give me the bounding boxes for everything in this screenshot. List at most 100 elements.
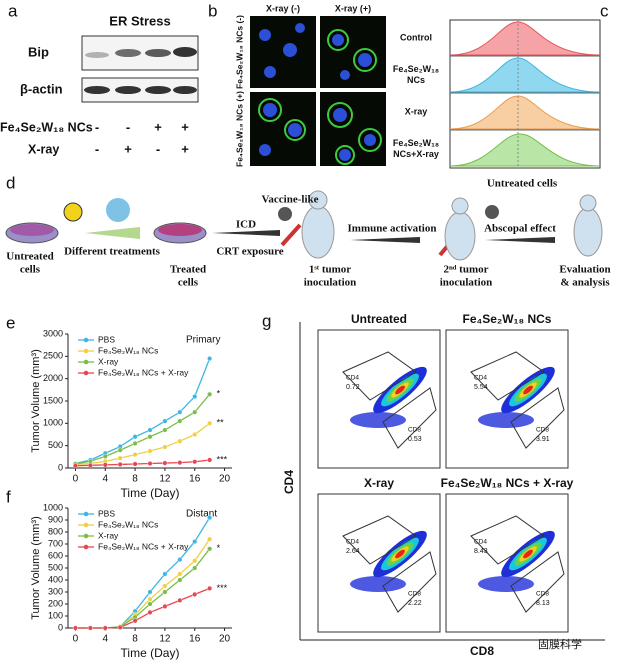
point: [132, 461, 138, 467]
legend-marker: [83, 337, 89, 343]
row-label: Fe₄Se₂W₁₈ NCs (+): [234, 91, 244, 167]
y-axis-label: Tumor Volume (mm³): [30, 349, 42, 453]
schematic-label: Vaccine-like: [261, 194, 318, 206]
row-label: Fe₄Se₂W₁₈ NCs (-): [234, 15, 244, 89]
y-tick-label: 800: [48, 526, 63, 536]
density: [478, 576, 534, 592]
x-tick-label: 20: [219, 634, 231, 645]
y-tick-label: 300: [48, 586, 63, 596]
point: [162, 571, 168, 577]
significance: **: [217, 418, 225, 428]
gate: [510, 387, 565, 449]
plot-title: Untreated: [351, 312, 407, 326]
line: [75, 393, 211, 465]
point: [117, 455, 123, 461]
schematic-label: inoculation: [440, 277, 493, 289]
line: [75, 459, 210, 467]
point: [117, 461, 123, 467]
point: [162, 603, 168, 609]
density: [395, 385, 405, 395]
panel-label: f: [6, 487, 11, 506]
legend-marker: [83, 348, 89, 354]
row-label: Fe₄Se₂W₁₈: [393, 64, 439, 74]
x-axis-label: Time (Day): [121, 646, 180, 660]
point: [192, 459, 198, 465]
point: [72, 463, 78, 469]
schematic-label: Immune activation: [348, 223, 437, 235]
density: [523, 549, 533, 559]
sign: -: [156, 141, 160, 156]
point: [207, 515, 213, 521]
schematic-label: Different treatments: [64, 246, 161, 258]
legend-label: Fe₄Se₂W₁₈ NCs: [98, 519, 158, 529]
significance: *: [217, 389, 221, 399]
point: [147, 448, 153, 454]
point: [147, 596, 153, 602]
schematic-label: CRT exposure: [216, 246, 283, 258]
point: [147, 427, 153, 433]
point: [162, 583, 168, 589]
panel-label: e: [6, 313, 15, 332]
schematic-label: Treated: [170, 264, 206, 276]
density: [395, 549, 405, 559]
schematic-label: Abscopal effect: [484, 223, 556, 235]
density: [523, 385, 533, 395]
annotation: Primary: [186, 335, 220, 346]
line: [75, 587, 210, 629]
point: [147, 589, 153, 595]
point: [87, 462, 93, 468]
schematic-label: Untreated cells: [487, 178, 558, 190]
point: [177, 409, 183, 415]
x-tick-label: 4: [102, 634, 108, 645]
gate: [470, 515, 545, 565]
y-tick-label: 700: [48, 538, 63, 548]
point: [207, 391, 213, 397]
schematic-label: 2ⁿᵈ tumor: [444, 264, 489, 276]
x-tick-label: 4: [102, 474, 108, 485]
sign: +: [181, 119, 189, 134]
legend-marker: [83, 511, 89, 517]
point: [207, 536, 213, 542]
legend-marker: [83, 522, 89, 528]
point: [192, 394, 198, 400]
point: [132, 618, 138, 624]
gate-label: CD8: [408, 427, 421, 434]
schematic-label: cells: [178, 277, 199, 289]
sign: -: [95, 119, 99, 134]
y-tick-label: 500: [48, 440, 63, 450]
gate-label: CD4: [346, 375, 359, 382]
panel-label: c: [600, 1, 609, 20]
legend-marker: [83, 533, 89, 539]
panel-title: ER Stress: [109, 13, 170, 28]
sign: +: [181, 141, 189, 156]
x-tick-label: 8: [132, 634, 138, 645]
point: [162, 444, 168, 450]
legend-marker: [83, 544, 89, 550]
x-tick-label: 12: [159, 474, 171, 485]
legend-label: X-ray: [98, 530, 119, 540]
density: [350, 576, 406, 592]
row-label: X-ray: [405, 106, 428, 116]
point: [102, 462, 108, 468]
point: [207, 420, 213, 426]
gate: [382, 387, 437, 449]
schematic-label: inoculation: [304, 277, 357, 289]
plot-title: Fe₄Se₂W₁₈ NCs: [463, 312, 552, 326]
point: [207, 546, 213, 552]
y-tick-label: 400: [48, 574, 63, 584]
point: [207, 585, 213, 591]
point: [192, 409, 198, 415]
y-tick-label: 2000: [43, 373, 63, 383]
gate-label: CD8: [536, 427, 549, 434]
panel-label: g: [262, 311, 271, 330]
significance: *: [217, 543, 221, 553]
panel-label: b: [208, 1, 217, 20]
x-axis-label: CD8: [470, 644, 494, 658]
legend-label: Fe₄Se₂W₁₈ NCs + X-ray: [98, 367, 189, 377]
row-label: NCs+X-ray: [393, 149, 439, 159]
gate-label: CD4: [346, 539, 359, 546]
watermark: 固膜科学: [538, 637, 582, 651]
point: [192, 558, 198, 564]
y-tick-label: 500: [48, 562, 63, 572]
schematic-label: cells: [20, 264, 41, 276]
